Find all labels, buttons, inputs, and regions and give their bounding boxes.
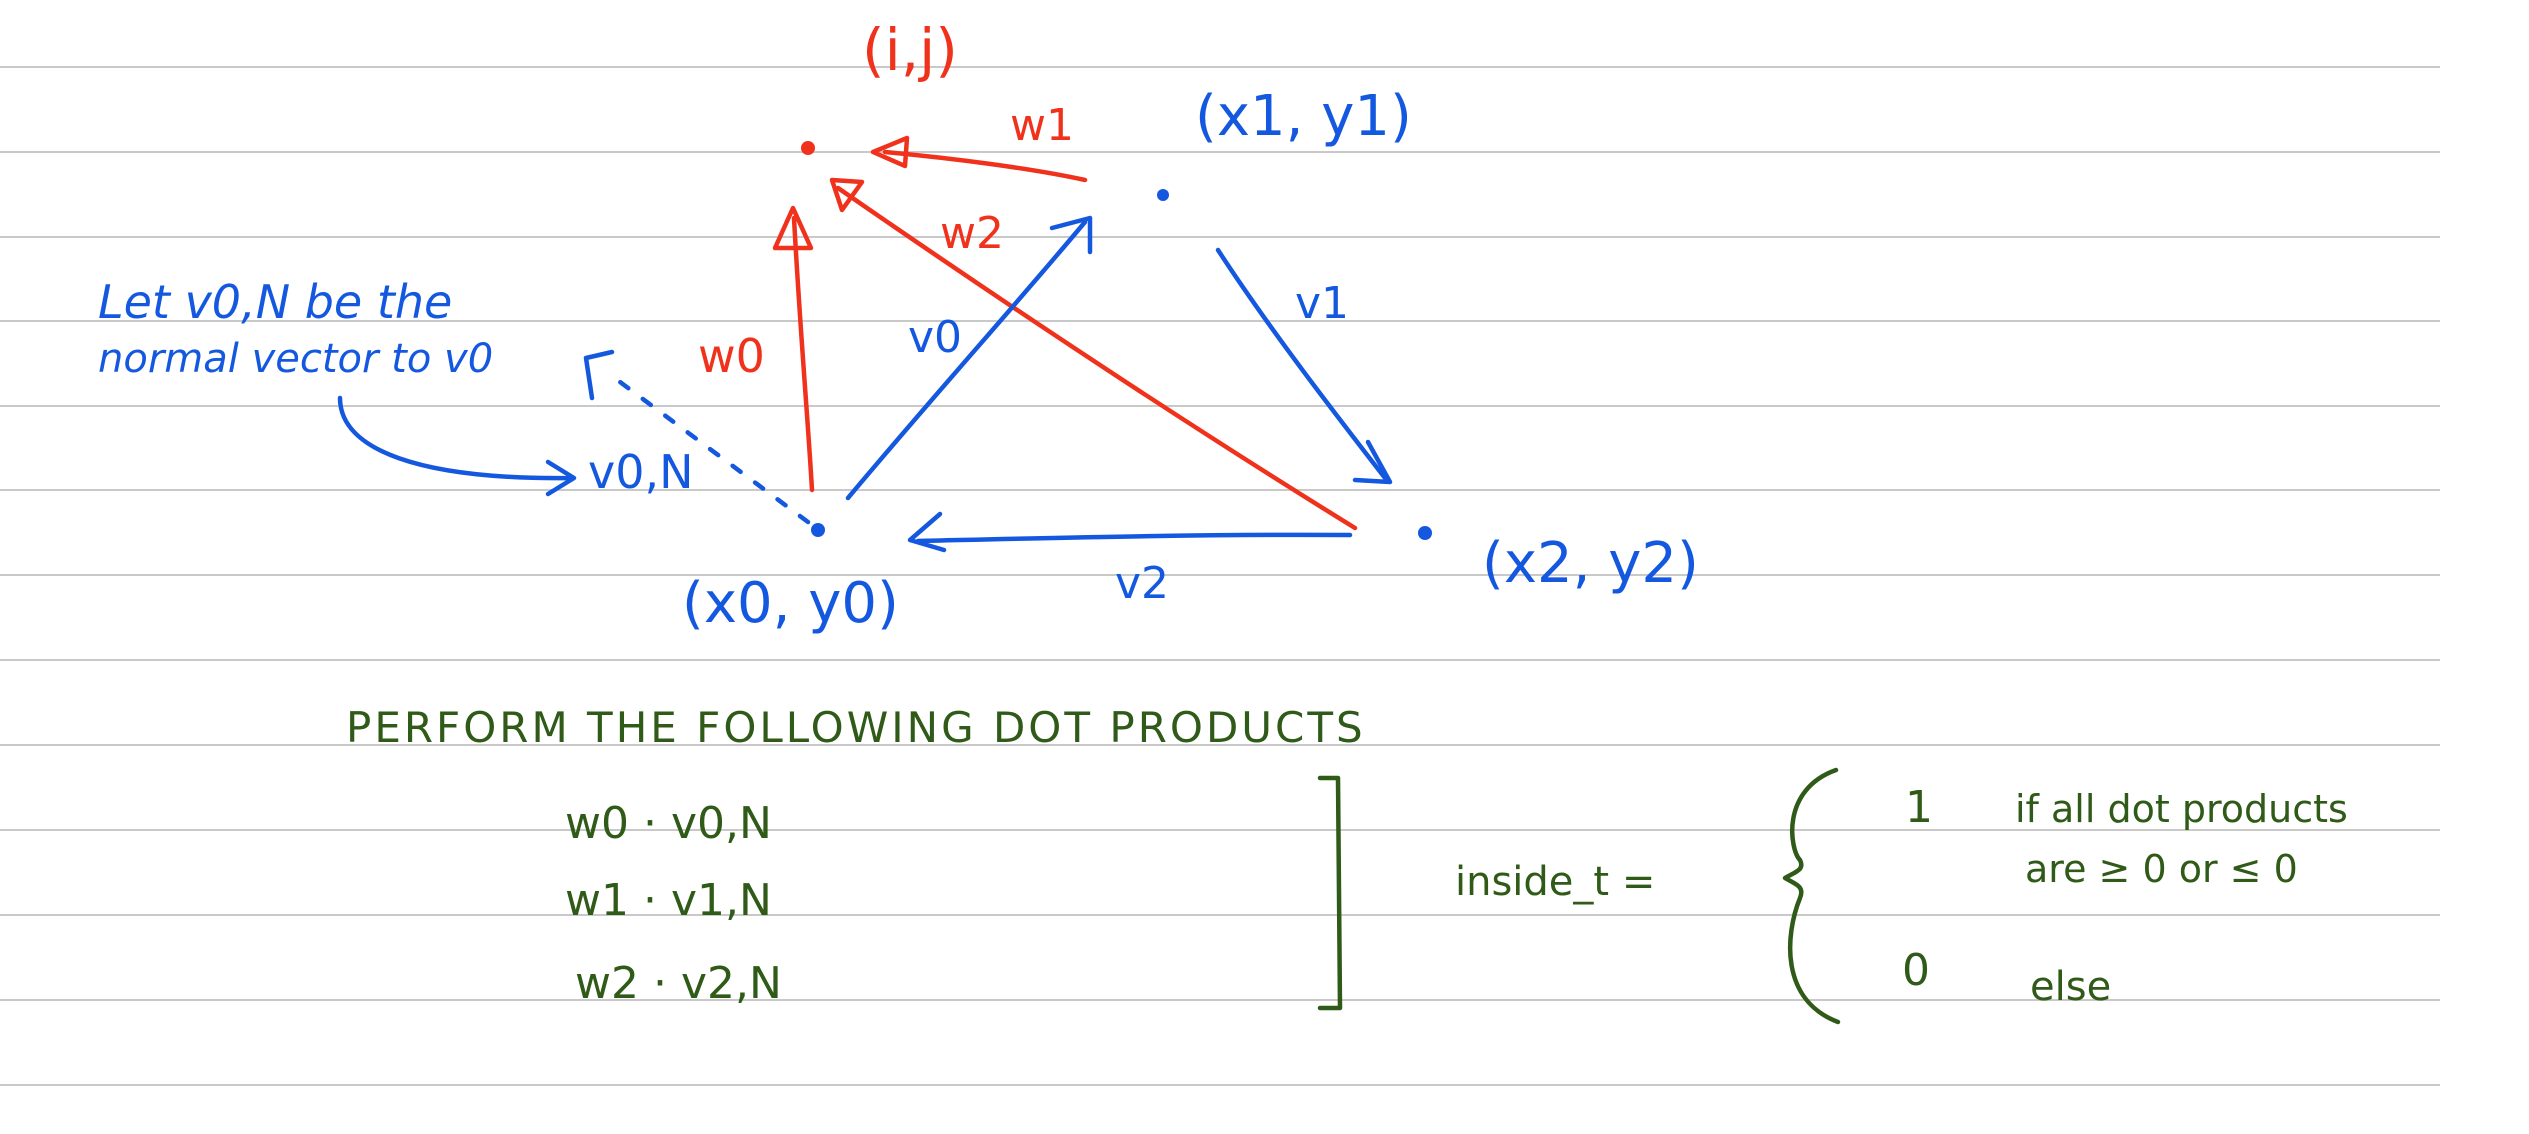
query-point xyxy=(801,141,815,155)
w0-vector-line xyxy=(791,215,815,493)
note-line-2: normal vector to v0 xyxy=(98,336,493,382)
v0-label: v0 xyxy=(908,312,962,363)
v0-normal-dotted-line xyxy=(617,379,811,525)
cases-curly-brace xyxy=(1782,767,1841,1025)
v1-edge-line xyxy=(1215,247,1388,481)
vertex-1-label: (x1, y1) xyxy=(1195,84,1412,149)
vertex-2-label: (x2, y2) xyxy=(1482,531,1699,596)
v2-edge-line xyxy=(915,532,1353,544)
inside-t-lhs: inside_t = xyxy=(1455,859,1655,905)
v1-label: v1 xyxy=(1295,278,1349,329)
v2-arrowhead xyxy=(907,511,947,553)
vertex-0-label: (x0, y0) xyxy=(682,571,899,636)
v0-arrowhead xyxy=(1049,215,1093,255)
w2-label: w2 xyxy=(940,208,1004,259)
case-2-value: 0 xyxy=(1902,945,1930,996)
query-point-label: (i,j) xyxy=(862,16,958,84)
dot-product-1: w1 · v1,N xyxy=(565,875,772,926)
w1-label: w1 xyxy=(1010,100,1074,151)
query-point-group: (i,j) xyxy=(801,16,958,155)
note-pointer-arrowhead xyxy=(545,459,577,497)
case-2-condition: else xyxy=(2030,964,2111,1010)
products-bracket xyxy=(1317,775,1343,1011)
w1-vector-line xyxy=(882,149,1088,183)
w0-arrowhead xyxy=(772,205,814,251)
v1-arrowhead xyxy=(1352,439,1393,485)
normal-vector-label: v0,N xyxy=(588,445,694,499)
case-1-condition-line-2: are ≥ 0 or ≤ 0 xyxy=(2025,847,2298,891)
v2-label: v2 xyxy=(1115,558,1169,609)
vertex-2 xyxy=(1418,526,1432,540)
case-1-value: 1 xyxy=(1905,782,1933,833)
v0-edge-line xyxy=(845,219,1088,501)
vertex-1 xyxy=(1157,189,1169,201)
w2-vector-line xyxy=(835,185,1358,531)
w1-arrowhead xyxy=(870,135,910,169)
dot-product-0: w0 · v0,N xyxy=(565,798,772,849)
w0-label: w0 xyxy=(698,329,765,383)
ruled-lines xyxy=(0,66,2440,1086)
dot-product-2: w2 · v2,N xyxy=(575,958,782,1009)
right-angle-marker xyxy=(583,349,615,401)
vertex-0 xyxy=(811,523,825,537)
case-1-condition-line-1: if all dot products xyxy=(2015,787,2348,831)
w2-arrowhead xyxy=(829,177,865,213)
instructions-heading: PERFORM THE FOLLOWING DOT PRODUCTS xyxy=(346,703,1366,752)
note-pointer-arrow xyxy=(337,395,575,481)
note-line-1: Let v0,N be the xyxy=(98,275,452,329)
